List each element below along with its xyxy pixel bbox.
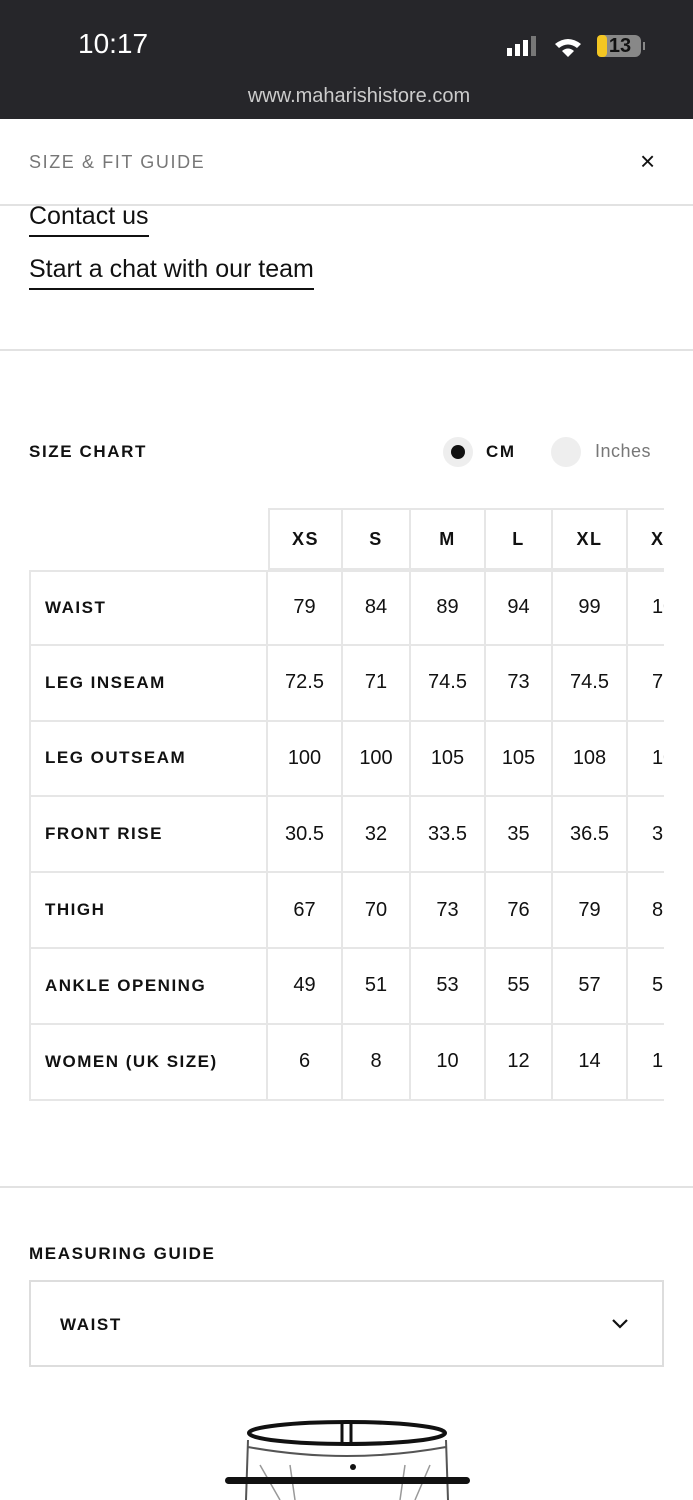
divider xyxy=(0,1186,693,1188)
table-cell: 6 xyxy=(268,1024,343,1101)
table-cell: 74.5 xyxy=(553,645,628,722)
column-header: S xyxy=(343,508,411,570)
column-header: XX xyxy=(628,508,664,570)
radio[interactable] xyxy=(550,436,582,468)
row-label: THIGH xyxy=(29,873,268,949)
divider xyxy=(0,349,693,351)
table-cell: 12 xyxy=(486,1024,553,1101)
table-cell: 8 xyxy=(343,1024,411,1101)
table-cell: 33.5 xyxy=(411,797,486,874)
time: 10:17 xyxy=(78,28,149,59)
table-cell: 72.5 xyxy=(268,645,343,722)
table-cell: 30.5 xyxy=(268,797,343,874)
table-cell: 57 xyxy=(553,949,628,1025)
table-cell: 73 xyxy=(486,645,553,722)
table-cell: 84 xyxy=(343,570,411,646)
table-cell: 8 xyxy=(628,873,664,949)
radio-selected[interactable] xyxy=(442,436,474,468)
column-header: XS xyxy=(268,508,343,570)
section-title: SIZE CHART xyxy=(29,442,147,461)
table-cell: 10 xyxy=(628,570,664,646)
unit-label[interactable]: CM xyxy=(486,442,516,461)
table-cell: 35 xyxy=(486,797,553,874)
table-cell: 108 xyxy=(553,721,628,798)
row-label: ANKLE OPENING xyxy=(29,949,268,1025)
url: www.maharishistore.com xyxy=(247,85,471,107)
table-cell: 76 xyxy=(486,873,553,949)
table-cell: 10 xyxy=(628,722,664,798)
size-table: XSSMLXLXXWAIST798489949910LEG INSEAM72.5… xyxy=(29,508,664,1101)
table-cell: 10 xyxy=(411,1024,486,1101)
illustration xyxy=(225,1420,470,1500)
table-cell: 100 xyxy=(268,721,343,798)
table-cell: 99 xyxy=(553,570,628,646)
column-header: M xyxy=(411,508,486,570)
table-cell: 53 xyxy=(411,949,486,1025)
link[interactable]: Contact us xyxy=(29,202,149,237)
row-label: LEG OUTSEAM xyxy=(29,721,268,798)
table-cell: 36.5 xyxy=(553,797,628,874)
table-cell: 55 xyxy=(486,949,553,1025)
divider xyxy=(0,204,693,206)
battery: 13 xyxy=(608,35,632,57)
table-cell: 89 xyxy=(411,570,486,646)
chevron xyxy=(612,1319,628,1329)
dropdown[interactable]: WAIST xyxy=(29,1280,664,1367)
dropdown-value: WAIST xyxy=(60,1315,122,1334)
table-cell: 105 xyxy=(411,721,486,798)
table-cell: 1 xyxy=(628,1025,664,1101)
status-icons xyxy=(507,35,645,57)
status-bar: 10:17 13 www.maharishistore.com xyxy=(0,0,693,119)
table-cell: 79 xyxy=(268,570,343,646)
table-cell: 79 xyxy=(553,873,628,949)
row-label: WAIST xyxy=(29,570,268,646)
table-cell: 32 xyxy=(343,797,411,874)
table-cell: 74.5 xyxy=(411,645,486,722)
table-cell: 5 xyxy=(628,949,664,1025)
table-cell: 51 xyxy=(343,949,411,1025)
table-cell: 73 xyxy=(411,873,486,949)
link[interactable]: Start a chat with our team xyxy=(29,255,314,290)
column-header: L xyxy=(486,508,553,570)
table-cell: 14 xyxy=(553,1024,628,1101)
section-title: MEASURING GUIDE xyxy=(29,1244,216,1263)
table-cell: 67 xyxy=(268,873,343,949)
row-label: FRONT RISE xyxy=(29,797,268,874)
table-cell: 49 xyxy=(268,949,343,1025)
table-cell: 70 xyxy=(343,873,411,949)
table-cell: 100 xyxy=(343,721,411,798)
table-cell: 3 xyxy=(628,797,664,874)
unit-label[interactable]: Inches xyxy=(595,441,652,461)
row-label: WOMEN (UK SIZE) xyxy=(29,1024,268,1101)
table-cell: 7 xyxy=(628,646,664,722)
table-cell: 71 xyxy=(343,645,411,722)
table-cell: 105 xyxy=(486,721,553,798)
header-title: SIZE & FIT GUIDE xyxy=(29,152,206,172)
row-label: LEG INSEAM xyxy=(29,645,268,722)
table-cell: 94 xyxy=(486,570,553,646)
close-button[interactable]: × xyxy=(640,146,656,176)
column-header: XL xyxy=(553,508,628,570)
